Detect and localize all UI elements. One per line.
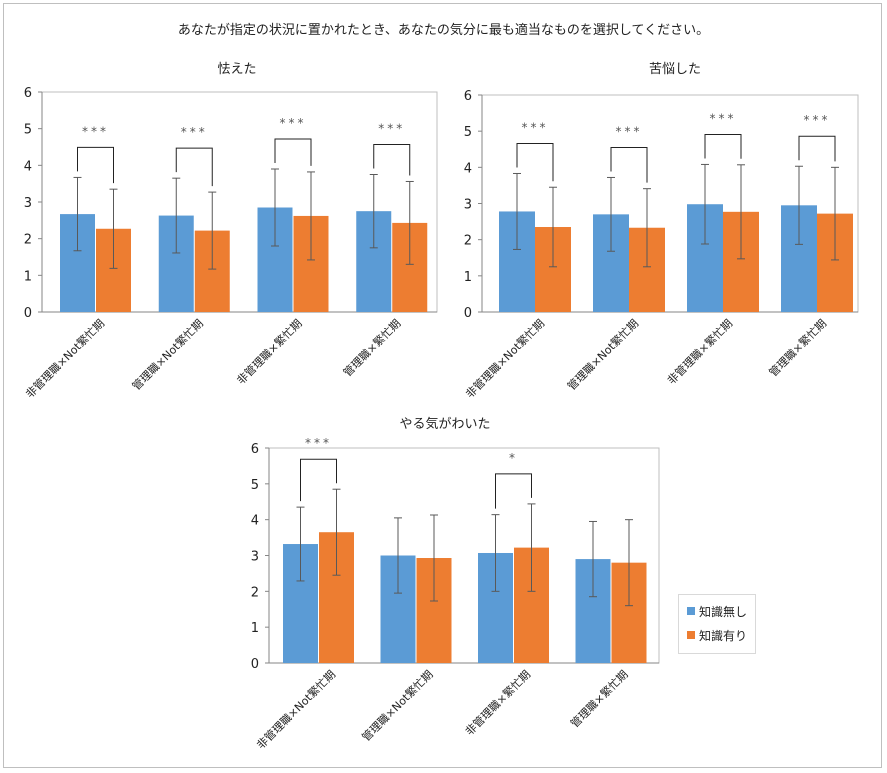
x-tick-label: 非管理職×繁忙期 bbox=[664, 316, 735, 387]
x-tick-label: 管理職×Not繁忙期 bbox=[564, 316, 641, 393]
significance-label: *** bbox=[181, 125, 208, 139]
significance-bracket bbox=[175, 147, 213, 187]
legend-item: 知識有り bbox=[687, 627, 747, 643]
y-tick-label: 2 bbox=[24, 233, 32, 248]
y-tick-label: 4 bbox=[24, 159, 32, 174]
significance-label: *** bbox=[616, 124, 643, 138]
significance-label: *** bbox=[305, 436, 332, 450]
page-title: あなたが指定の状況に置かれたとき、あなたの気分に最も適当なものを選択してください… bbox=[177, 23, 710, 38]
y-tick-label: 5 bbox=[464, 125, 472, 140]
significance-bracket bbox=[77, 146, 114, 184]
legend: 知識無し 知識有り bbox=[678, 594, 756, 654]
chart-distress: 苦悩した 0 1 2 3 4 5 6 非管理職×Not繁忙期 管理職×Not繁忙期 非管理職×繁忙期… bbox=[463, 61, 859, 401]
y-tick-label: 1 bbox=[464, 270, 472, 285]
significance-bracket bbox=[274, 138, 312, 166]
significance-label: *** bbox=[710, 111, 737, 125]
y-tick-label: 6 bbox=[464, 89, 472, 104]
chart-title: 怯えた bbox=[217, 62, 256, 77]
x-tick-label: 管理職×繁忙期 bbox=[340, 316, 403, 379]
y-tick-label: 3 bbox=[464, 198, 472, 213]
legend-item: 知識無し bbox=[687, 603, 747, 619]
y-tick-label: 2 bbox=[251, 585, 259, 600]
x-tick-label: 非管理職×Not繁忙期 bbox=[463, 316, 547, 400]
significance-bracket bbox=[300, 458, 337, 502]
y-tick-label: 0 bbox=[251, 657, 259, 672]
y-tick-label: 5 bbox=[251, 478, 259, 493]
y-tick-label: 3 bbox=[24, 196, 32, 211]
x-tick-label: 管理職×Not繁忙期 bbox=[129, 316, 206, 393]
significance-bracket bbox=[373, 144, 411, 176]
chart-title: やる気がわいた bbox=[399, 416, 490, 432]
y-tick-label: 1 bbox=[24, 269, 32, 284]
significance-label: *** bbox=[804, 113, 831, 127]
legend-swatch-series-1 bbox=[687, 607, 695, 615]
x-tick-label: 非管理職×繁忙期 bbox=[462, 667, 533, 738]
y-tick-label: 2 bbox=[464, 234, 472, 249]
y-tick-label: 5 bbox=[24, 123, 32, 138]
y-tick-label: 3 bbox=[251, 550, 259, 565]
significance-label: *** bbox=[82, 124, 109, 138]
significance-bracket bbox=[516, 142, 554, 182]
y-tick-label: 4 bbox=[464, 161, 472, 176]
significance-bracket bbox=[495, 473, 532, 509]
chart-fear: 怯えた 0 1 2 3 4 5 6 非管理職×Not繁忙期 管理職×Not繁忙期 非管理職×繁忙期管… bbox=[23, 62, 438, 401]
y-tick-label: 6 bbox=[24, 86, 32, 101]
x-tick-label: 非管理職×Not繁忙期 bbox=[23, 316, 107, 400]
y-tick-label: 6 bbox=[251, 442, 259, 457]
y-tick-label: 0 bbox=[24, 306, 32, 321]
y-tick-label: 0 bbox=[464, 306, 472, 321]
legend-swatch-series-2 bbox=[687, 631, 695, 639]
significance-label: *** bbox=[280, 116, 307, 130]
y-tick-label: 1 bbox=[251, 621, 259, 636]
significance-label: *** bbox=[378, 122, 405, 136]
x-tick-label: 非管理職×Not繁忙期 bbox=[254, 667, 338, 751]
x-tick-label: 管理職×繁忙期 bbox=[568, 667, 631, 730]
significance-label: *** bbox=[522, 120, 549, 134]
x-tick-label: 管理職×繁忙期 bbox=[766, 316, 829, 379]
legend-label: 知識有り bbox=[699, 628, 748, 643]
significance-bracket bbox=[610, 146, 648, 183]
significance-bracket bbox=[798, 135, 836, 162]
significance-label: * bbox=[509, 451, 518, 465]
chart-motivation: やる気がわいた 0 1 2 3 4 5 6 非管理職×Not繁忙期 管理職×Not繁忙期 非管理職×… bbox=[251, 416, 660, 752]
x-tick-label: 管理職×Not繁忙期 bbox=[359, 667, 436, 744]
legend-label: 知識無し bbox=[699, 604, 748, 619]
significance-bracket bbox=[704, 133, 742, 159]
x-tick-label: 非管理職×繁忙期 bbox=[234, 316, 305, 387]
y-tick-label: 4 bbox=[251, 514, 259, 529]
chart-title: 苦悩した bbox=[649, 61, 701, 77]
